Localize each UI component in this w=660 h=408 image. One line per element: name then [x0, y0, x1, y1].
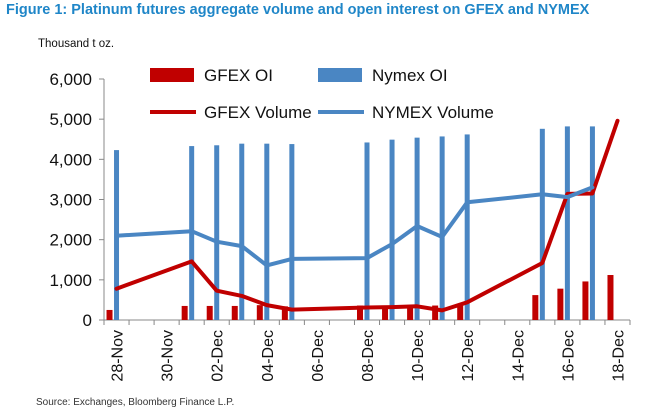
nymex-oi-bar — [414, 137, 420, 320]
y-tick-label: 4,000 — [49, 150, 92, 169]
y-axis: 0 1,000 2,000 3,000 4,000 5,000 6,000 — [49, 70, 105, 330]
nymex-oi-bar — [264, 143, 270, 320]
x-tick-label: 30-Nov — [160, 330, 177, 382]
gfex-oi-bar — [557, 288, 564, 320]
gfex-oi-bar — [457, 305, 464, 320]
x-axis: 28-Nov 30-Nov 02-Dec 04-Dec 06-Dec 08-Dec 10-D… — [103, 319, 631, 382]
bar-layer — [106, 126, 614, 320]
y-tick-label: 6,000 — [49, 70, 92, 89]
y-tick-label: 0 — [83, 311, 92, 330]
gfex-oi-bar — [532, 295, 539, 320]
nymex-oi-bar — [214, 145, 220, 320]
x-tick-label: 04-Dec — [260, 330, 277, 382]
nymex-oi-bar — [589, 126, 595, 320]
gfex-oi-bar — [407, 305, 414, 320]
y-tick-label: 5,000 — [49, 110, 92, 129]
x-tick-label: 18-Dec — [610, 330, 627, 382]
nymex-volume-line — [114, 185, 595, 268]
x-tick-label: 12-Dec — [460, 330, 477, 382]
gfex-oi-bar — [206, 305, 213, 320]
x-tick-label: 10-Dec — [410, 330, 427, 382]
legend-swatch — [318, 68, 362, 82]
nymex-oi-bar — [564, 126, 570, 320]
gfex-oi-bar — [231, 305, 238, 320]
nymex-oi-bar — [464, 134, 470, 320]
legend-label: NYMEX Volume — [372, 103, 494, 122]
gfex-oi-bar — [256, 305, 263, 320]
y-tick-label: 1,000 — [49, 271, 92, 290]
nymex-oi-bar — [289, 144, 295, 320]
x-tick-label: 16-Dec — [560, 330, 577, 382]
legend-label: GFEX OI — [204, 66, 273, 85]
nymex-oi-bar — [389, 139, 395, 320]
gfex-oi-bar — [582, 281, 589, 320]
gfex-oi-bar — [281, 306, 288, 320]
chart-title: Figure 1: Platinum futures aggregate vol… — [6, 2, 590, 18]
gfex-oi-bar — [106, 309, 113, 320]
legend: GFEX OI Nymex OI GFEX Volume NYMEX Volume — [150, 66, 494, 122]
nymex-oi-bar — [539, 128, 545, 320]
nymex-oi-bar — [239, 143, 245, 320]
x-tick-label: 08-Dec — [360, 330, 377, 382]
nymex-oi-bar — [364, 142, 370, 320]
legend-label: GFEX Volume — [204, 103, 312, 122]
gfex-oi-bar — [607, 275, 614, 320]
source-note: Source: Exchanges, Bloomberg Finance L.P… — [36, 397, 235, 408]
x-tick-label: 06-Dec — [310, 330, 327, 382]
gfex-oi-bar — [181, 305, 188, 320]
x-tick-label: 14-Dec — [510, 330, 527, 382]
gfex-volume-line — [114, 118, 620, 313]
line-layer — [114, 118, 620, 313]
legend-swatch — [150, 68, 194, 82]
y-tick-label: 3,000 — [49, 191, 92, 210]
nymex-oi-bar — [439, 136, 445, 320]
y-axis-unit-label: Thousand t oz. — [38, 38, 115, 50]
x-tick-label: 02-Dec — [210, 330, 227, 382]
gfex-oi-bar — [357, 305, 363, 320]
x-tick-label: 28-Nov — [110, 330, 127, 382]
gfex-oi-bar — [432, 305, 439, 320]
legend-label: Nymex OI — [372, 66, 448, 85]
y-tick-label: 2,000 — [49, 231, 92, 250]
gfex-oi-bar — [382, 305, 389, 320]
